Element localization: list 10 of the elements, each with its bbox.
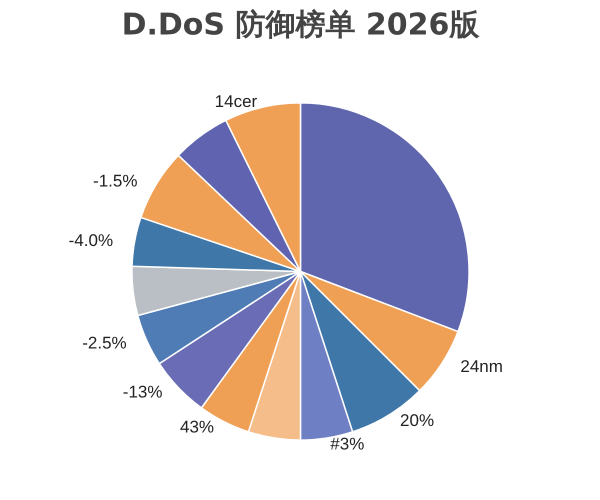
slice-label: -4.0% — [68, 230, 114, 250]
chart-title: D.DoS 防御榜单 2026版 — [122, 8, 480, 42]
slice-label: 24nm — [460, 356, 503, 376]
slice-label: 14cer — [214, 92, 258, 112]
slice-label: -2.5% — [82, 333, 127, 352]
slice-label: -1.5% — [93, 172, 138, 191]
slice-label: -13% — [122, 382, 162, 402]
slice-label: #3% — [330, 434, 364, 454]
slice-label: 20% — [400, 410, 434, 430]
slice-label: 43% — [180, 418, 214, 437]
